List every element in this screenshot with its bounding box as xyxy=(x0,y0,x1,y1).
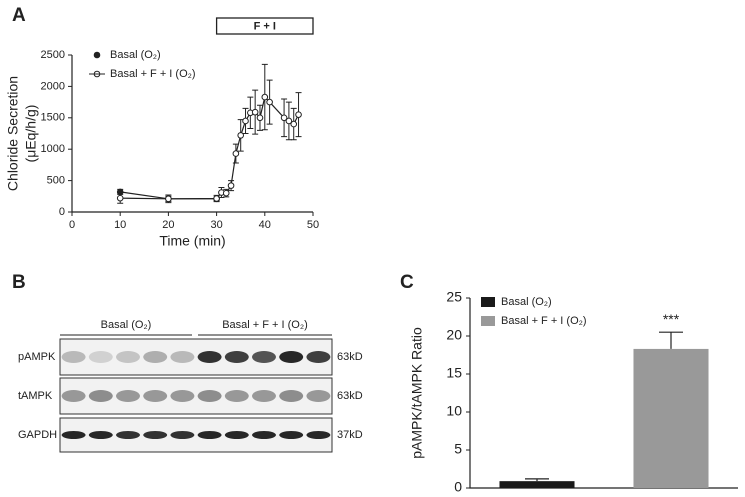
legend-label: Basal (O₂) xyxy=(501,296,552,308)
bar xyxy=(499,481,575,488)
data-point xyxy=(285,117,293,125)
blot-band xyxy=(170,390,195,402)
x-tick-label: 40 xyxy=(259,219,271,231)
x-tick-label: 20 xyxy=(162,219,174,231)
blot-band xyxy=(88,431,113,439)
y-tick-label: 10 xyxy=(446,403,462,419)
blot-band xyxy=(61,351,86,363)
group-label: Basal + F + I (O₂) xyxy=(222,319,308,331)
blot-band xyxy=(116,351,140,363)
y-tick-label: 0 xyxy=(59,206,65,218)
x-axis-label: Time (min) xyxy=(159,233,225,249)
legend-label: Basal (O₂) xyxy=(110,49,161,61)
data-point xyxy=(116,194,124,202)
data-point xyxy=(232,150,240,157)
y-axis-label: Chloride Secretion xyxy=(5,76,21,191)
blot-band xyxy=(306,431,331,439)
data-point xyxy=(266,98,273,106)
legend-marker xyxy=(93,51,101,59)
bar xyxy=(633,348,709,488)
data-point xyxy=(261,93,269,101)
y-tick-label: 0 xyxy=(454,479,462,495)
data-point xyxy=(222,189,230,197)
y-tick-label: 25 xyxy=(446,289,462,305)
blot-band xyxy=(143,351,168,363)
size-label: 63kD xyxy=(337,390,363,402)
blot-band xyxy=(306,351,331,363)
panel-label: A xyxy=(12,5,26,26)
blot-band xyxy=(116,390,140,402)
data-point xyxy=(237,132,244,139)
annotation: F + I xyxy=(254,20,276,32)
size-label: 63kD xyxy=(337,351,363,363)
blot-band xyxy=(279,351,304,363)
y-tick-label: 1000 xyxy=(41,143,65,155)
y-tick-label: 2000 xyxy=(41,80,65,92)
blot-band xyxy=(197,390,222,402)
legend-swatch xyxy=(481,297,495,307)
data-point xyxy=(165,195,172,203)
data-point xyxy=(290,120,298,128)
significance: *** xyxy=(663,311,680,327)
y-tick-label: 15 xyxy=(446,365,462,381)
row-label: pAMPK xyxy=(18,351,56,363)
data-point xyxy=(251,108,259,116)
blot-band xyxy=(61,431,86,439)
y-tick-label: 5 xyxy=(454,441,462,457)
blot-band xyxy=(306,390,331,402)
x-tick-label: 0 xyxy=(69,219,75,231)
blot-band xyxy=(170,351,195,363)
annotation-box xyxy=(215,17,314,35)
x-tick-label: 30 xyxy=(210,219,222,231)
blot-band xyxy=(88,351,113,363)
data-point xyxy=(256,114,264,122)
blot-band xyxy=(143,431,168,439)
legend-swatch xyxy=(481,316,495,326)
panel-label: B xyxy=(12,272,26,293)
blot-band xyxy=(197,351,222,363)
error-bar xyxy=(525,478,549,482)
x-tick-label: 10 xyxy=(114,219,126,231)
y-axis-label: (μEq/h/g) xyxy=(23,105,39,163)
data-point xyxy=(280,114,288,122)
y-tick-label: 500 xyxy=(47,175,65,187)
error-bar xyxy=(659,331,683,349)
row-label: tAMPK xyxy=(18,390,53,402)
blot-band xyxy=(252,431,276,439)
blot-band xyxy=(279,390,304,402)
y-tick-label: 20 xyxy=(446,327,462,343)
x-tick-label: 50 xyxy=(307,219,319,231)
blot-band xyxy=(252,390,276,402)
y-tick-label: 2500 xyxy=(41,49,65,61)
blot-frame xyxy=(59,377,333,415)
blot-band xyxy=(197,431,222,439)
row-label: GAPDH xyxy=(18,429,57,441)
size-label: 37kD xyxy=(337,429,363,441)
data-point xyxy=(227,182,235,189)
panel-label: C xyxy=(400,272,414,293)
group-label: Basal (O₂) xyxy=(101,319,152,331)
blot-band xyxy=(224,390,249,402)
blot-band xyxy=(143,390,168,402)
y-tick-label: 1500 xyxy=(41,112,65,124)
blot-band xyxy=(170,431,195,439)
blot-band xyxy=(279,431,304,439)
blot-band xyxy=(61,390,86,402)
blot-band xyxy=(224,351,249,363)
legend-label: Basal + F + I (O₂) xyxy=(501,315,587,327)
data-point xyxy=(213,195,220,202)
series-line xyxy=(120,95,300,200)
y-axis-label: pAMPK/tAMPK Ratio xyxy=(409,327,425,459)
blot-band xyxy=(252,351,276,363)
data-point xyxy=(242,117,249,125)
blot-band xyxy=(224,431,249,439)
data-point xyxy=(295,111,302,118)
legend-label: Basal + F + I (O₂) xyxy=(110,68,196,80)
blot-band xyxy=(88,390,113,402)
blot-band xyxy=(116,431,140,439)
